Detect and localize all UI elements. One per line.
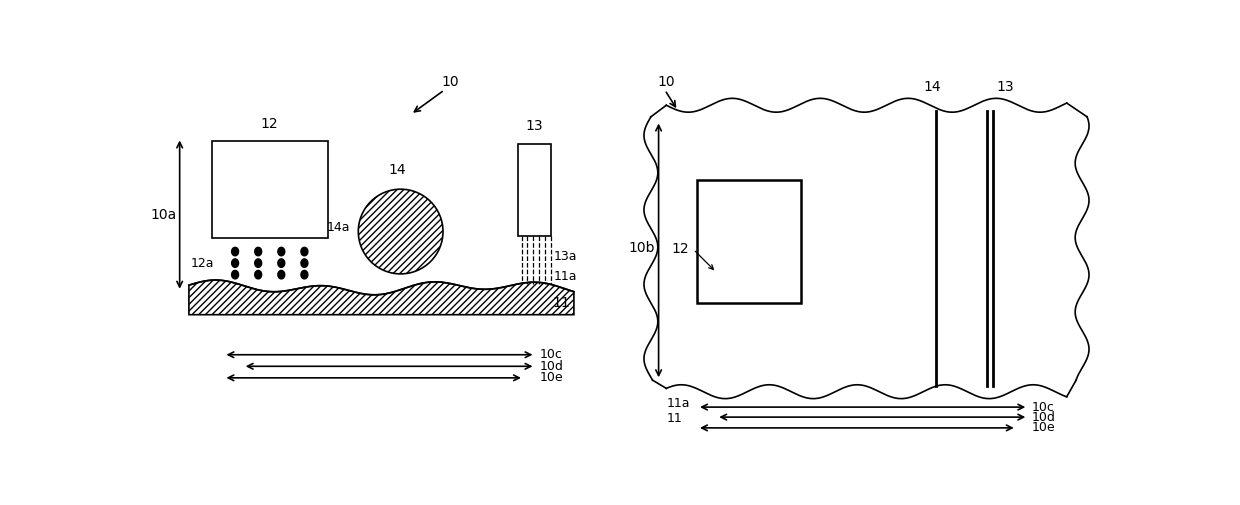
Text: 12: 12 bbox=[672, 242, 689, 256]
Ellipse shape bbox=[358, 189, 443, 274]
Text: 10a: 10a bbox=[150, 208, 176, 222]
Polygon shape bbox=[278, 271, 285, 279]
Text: 10d: 10d bbox=[1032, 411, 1055, 424]
Text: 10c: 10c bbox=[539, 348, 562, 361]
Text: 14: 14 bbox=[923, 80, 941, 94]
Text: 11a: 11a bbox=[554, 270, 578, 283]
Text: 10e: 10e bbox=[1032, 421, 1055, 434]
Polygon shape bbox=[232, 259, 238, 267]
Polygon shape bbox=[188, 280, 574, 315]
Text: 12: 12 bbox=[260, 117, 279, 131]
Bar bbox=[212, 141, 327, 238]
Text: 10: 10 bbox=[657, 75, 675, 89]
Bar bbox=[697, 180, 801, 303]
Text: 13a: 13a bbox=[554, 250, 578, 264]
Text: 13: 13 bbox=[996, 80, 1014, 94]
Text: 10b: 10b bbox=[629, 241, 655, 256]
Polygon shape bbox=[232, 271, 238, 279]
Text: 11: 11 bbox=[552, 296, 570, 310]
Text: 10d: 10d bbox=[539, 360, 563, 373]
Text: 10c: 10c bbox=[1032, 400, 1054, 414]
Text: 13: 13 bbox=[526, 119, 543, 133]
Polygon shape bbox=[278, 247, 285, 256]
Polygon shape bbox=[254, 271, 262, 279]
Text: 12a: 12a bbox=[191, 257, 215, 270]
Polygon shape bbox=[254, 247, 262, 256]
Text: 10: 10 bbox=[441, 75, 459, 89]
Text: 14a: 14a bbox=[327, 221, 351, 234]
Polygon shape bbox=[254, 259, 262, 267]
Text: 11a: 11a bbox=[666, 397, 689, 410]
Polygon shape bbox=[278, 259, 285, 267]
Text: 14: 14 bbox=[388, 163, 405, 177]
Bar bbox=[518, 144, 551, 236]
Polygon shape bbox=[301, 259, 308, 267]
Polygon shape bbox=[301, 247, 308, 256]
Text: 10e: 10e bbox=[539, 371, 563, 384]
Text: 11: 11 bbox=[666, 412, 682, 425]
Polygon shape bbox=[301, 271, 308, 279]
Polygon shape bbox=[232, 247, 238, 256]
